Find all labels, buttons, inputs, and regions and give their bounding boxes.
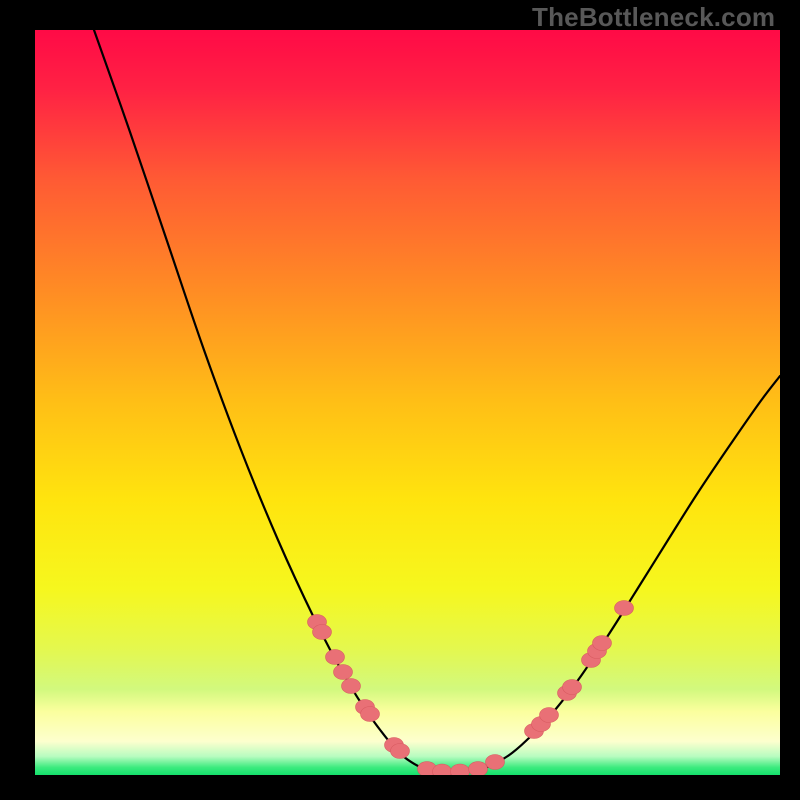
curve-marker (361, 707, 380, 722)
curve-marker (342, 679, 361, 694)
curve-marker (469, 762, 488, 777)
watermark-text: TheBottleneck.com (532, 2, 775, 33)
plot-area (35, 30, 780, 775)
curve-marker (326, 650, 345, 665)
bottleneck-chart (0, 0, 800, 800)
curve-marker (313, 625, 332, 640)
curve-marker (593, 636, 612, 651)
curve-marker (486, 755, 505, 770)
curve-marker (563, 680, 582, 695)
curve-marker (615, 601, 634, 616)
curve-marker (540, 708, 559, 723)
curve-marker (334, 665, 353, 680)
curve-marker (391, 744, 410, 759)
